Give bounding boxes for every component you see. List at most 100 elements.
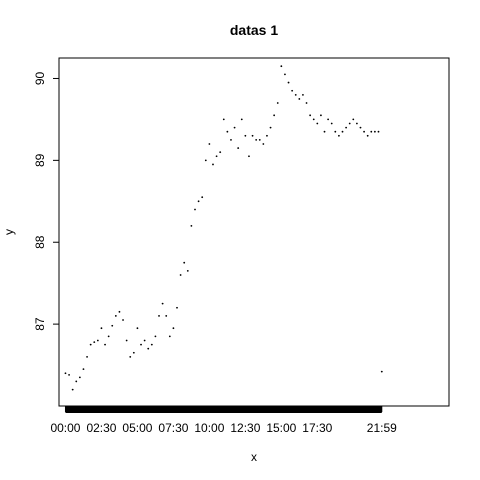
data-point (244, 135, 246, 137)
y-axis: 87 88 89 90 (33, 71, 59, 330)
data-point (248, 155, 250, 157)
x-tick-label: 05:00 (122, 421, 152, 435)
data-point (313, 119, 315, 121)
data-point (65, 372, 67, 374)
data-point (378, 131, 380, 133)
data-point (90, 344, 92, 346)
data-point (237, 147, 239, 149)
data-point (101, 327, 103, 329)
data-point (104, 344, 106, 346)
data-point (72, 389, 74, 391)
data-point (302, 94, 304, 96)
data-point (162, 303, 164, 305)
data-point (180, 274, 182, 276)
data-point (270, 127, 272, 129)
data-point (165, 315, 167, 317)
data-point (334, 131, 336, 133)
data-point (306, 102, 308, 104)
data-point (338, 135, 340, 137)
data-point (169, 336, 171, 338)
x-tick-label: 02:30 (86, 421, 116, 435)
data-point (115, 315, 117, 317)
data-point (140, 344, 142, 346)
data-point (187, 270, 189, 272)
data-point (363, 131, 365, 133)
data-point (360, 127, 362, 129)
data-point (108, 336, 110, 338)
data-point (349, 123, 351, 125)
data-point (86, 356, 88, 358)
data-point (324, 131, 326, 133)
data-point (119, 311, 121, 313)
data-point (266, 135, 268, 137)
data-point (273, 114, 275, 116)
x-tick-label: 21:59 (367, 421, 397, 435)
data-point (284, 73, 286, 75)
data-point (234, 127, 236, 129)
data-point (68, 374, 70, 376)
data-point (230, 139, 232, 141)
x-tick-label: 17:30 (302, 421, 332, 435)
x-axis-label: x (251, 450, 257, 464)
data-point (291, 90, 293, 92)
data-point (345, 127, 347, 129)
data-point (277, 102, 279, 104)
data-point (255, 139, 257, 141)
data-point (212, 164, 214, 166)
data-point (356, 123, 358, 125)
data-point (208, 143, 210, 145)
data-point (144, 340, 146, 342)
data-point (155, 336, 157, 338)
data-point (259, 139, 261, 141)
y-tick-label: 89 (33, 153, 47, 167)
data-point (295, 94, 297, 96)
plot-area-frame (59, 58, 449, 406)
data-point (342, 131, 344, 133)
data-point (147, 348, 149, 350)
data-point (205, 159, 207, 161)
data-point (75, 381, 77, 383)
y-axis-label: y (2, 229, 16, 235)
data-point (158, 315, 160, 317)
data-point (129, 356, 131, 358)
data-point (327, 119, 329, 121)
data-point (280, 65, 282, 67)
data-point (194, 209, 196, 211)
data-point (190, 225, 192, 227)
x-tick-label: 07:30 (158, 421, 188, 435)
data-point (320, 114, 322, 116)
data-point (97, 340, 99, 342)
data-point (352, 119, 354, 121)
data-point (219, 151, 221, 153)
data-point (83, 368, 85, 370)
data-point (93, 341, 95, 343)
data-point (374, 131, 376, 133)
data-point (176, 307, 178, 309)
data-point (252, 135, 254, 137)
data-point (198, 200, 200, 202)
data-point (173, 327, 175, 329)
data-point (79, 376, 81, 378)
data-point (370, 131, 372, 133)
data-point (216, 155, 218, 157)
x-tick-label: 12:30 (230, 421, 260, 435)
x-tick-label: 00:00 (50, 421, 80, 435)
data-point (381, 371, 383, 373)
y-tick-label: 88 (33, 235, 47, 249)
data-point (226, 131, 228, 133)
data-point (331, 123, 333, 125)
data-point (288, 82, 290, 84)
data-point (241, 119, 243, 121)
data-point (298, 98, 300, 100)
data-point (183, 262, 185, 264)
data-point (201, 196, 203, 198)
y-tick-label: 87 (33, 317, 47, 331)
data-point (309, 114, 311, 116)
data-point (126, 340, 128, 342)
x-tick-label: 10:00 (194, 421, 224, 435)
data-point (151, 344, 153, 346)
data-point (122, 319, 124, 321)
chart-title: datas 1 (230, 22, 278, 38)
x-tick-label: 15:00 (266, 421, 296, 435)
